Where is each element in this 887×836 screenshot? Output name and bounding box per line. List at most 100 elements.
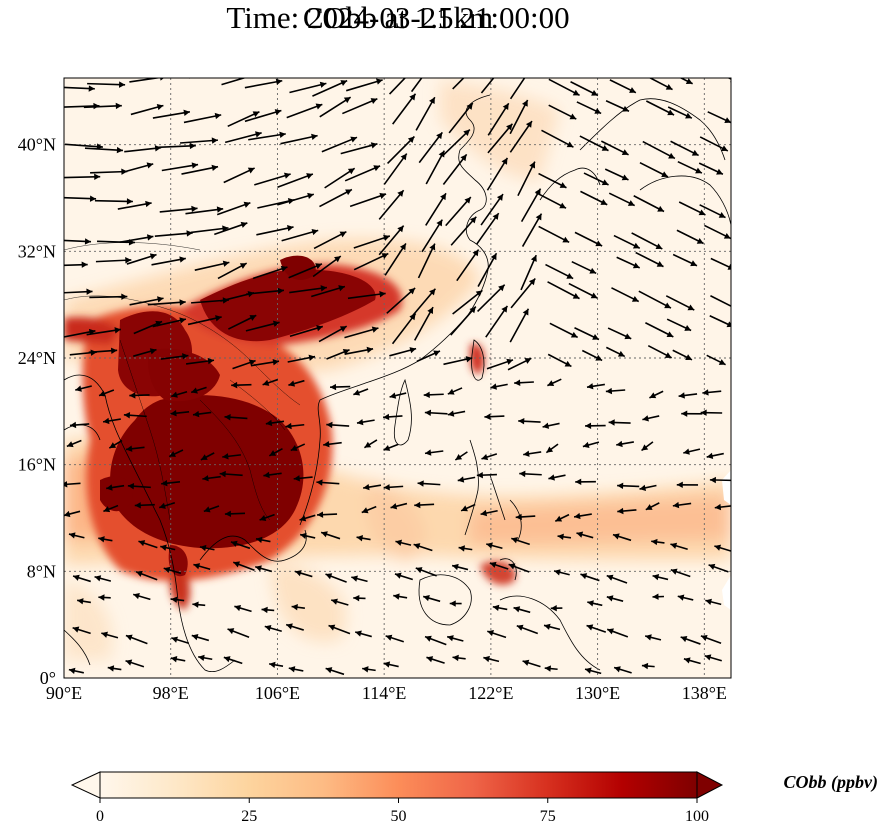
wind-arrow bbox=[487, 630, 507, 639]
wind-arrow bbox=[170, 656, 186, 663]
wind-arrow bbox=[576, 101, 602, 115]
wind-arrow bbox=[489, 561, 509, 570]
wind-arrow bbox=[133, 320, 163, 335]
wind-arrow bbox=[670, 140, 699, 157]
wind-arrow bbox=[94, 575, 112, 582]
wind-arrow bbox=[545, 263, 574, 280]
wind-arrow bbox=[641, 662, 655, 670]
wind-arrow bbox=[187, 315, 222, 326]
wind-arrow bbox=[677, 594, 694, 601]
wind-arrow bbox=[285, 623, 304, 631]
wind-arrow bbox=[64, 261, 88, 268]
lon-tick-label: 114°E bbox=[362, 683, 407, 703]
wind-arrow bbox=[330, 383, 351, 391]
wind-arrow bbox=[285, 422, 305, 430]
wind-arrow bbox=[683, 657, 701, 665]
wind-arrow bbox=[393, 593, 408, 600]
wind-arrow bbox=[553, 569, 570, 576]
wind-arrow bbox=[600, 140, 629, 156]
wind-arrow bbox=[677, 160, 703, 174]
wind-arrow bbox=[585, 422, 606, 430]
wind-arrow bbox=[710, 295, 731, 308]
wind-arrow bbox=[134, 502, 155, 509]
wind-arrow bbox=[384, 243, 407, 276]
wind-arrow bbox=[64, 238, 92, 245]
wind-arrow bbox=[522, 659, 541, 668]
wind-arrow bbox=[232, 561, 255, 571]
wind-arrow bbox=[454, 451, 468, 461]
wind-arrow bbox=[86, 327, 121, 336]
wind-arrow bbox=[95, 257, 132, 264]
wind-arrow bbox=[328, 624, 351, 635]
wind-arrow bbox=[547, 281, 580, 300]
wind-arrow bbox=[672, 253, 698, 267]
wind-arrow bbox=[451, 563, 469, 571]
wind-arrow bbox=[170, 410, 190, 417]
wind-arrow bbox=[450, 306, 477, 336]
wind-arrow bbox=[542, 422, 560, 429]
wind-arrow bbox=[394, 572, 413, 581]
wind-arrow bbox=[581, 349, 603, 362]
wind-arrow bbox=[611, 287, 640, 303]
wind-arrow bbox=[154, 230, 193, 237]
wind-arrow bbox=[709, 476, 731, 484]
wind-arrow bbox=[230, 540, 251, 550]
wind-arrow bbox=[386, 135, 415, 164]
wind-arrow bbox=[192, 410, 212, 418]
wind-arrow bbox=[277, 192, 315, 206]
wind-arrow bbox=[706, 452, 724, 459]
wind-arrow bbox=[582, 441, 600, 449]
wind-arrow bbox=[98, 594, 111, 601]
wind-arrow bbox=[605, 346, 626, 358]
wind-arrow bbox=[223, 167, 255, 184]
wind-arrow bbox=[378, 225, 405, 256]
wind-arrow bbox=[418, 131, 443, 164]
wind-arrow bbox=[185, 357, 215, 365]
wind-arrow bbox=[616, 440, 634, 448]
wind-arrow bbox=[202, 475, 221, 482]
wind-arrow bbox=[676, 481, 699, 489]
wind-arrow bbox=[248, 131, 286, 141]
wind-arrow bbox=[645, 502, 660, 511]
wind-arrow bbox=[383, 153, 408, 185]
wind-arrow bbox=[347, 291, 386, 300]
wind-arrow bbox=[72, 626, 91, 635]
wind-arrow bbox=[252, 265, 288, 280]
wind-arrow bbox=[480, 193, 504, 226]
wind-arrow bbox=[319, 188, 353, 208]
wind-arrow bbox=[190, 386, 207, 394]
wind-arrow bbox=[612, 533, 632, 542]
wind-arrow bbox=[452, 289, 483, 315]
wind-arrow bbox=[511, 537, 530, 546]
lat-tick-label: 40°N bbox=[18, 135, 56, 155]
wind-arrow bbox=[320, 531, 341, 540]
wind-arrow bbox=[486, 358, 514, 370]
wind-arrow bbox=[586, 624, 607, 633]
wind-arrow bbox=[326, 421, 350, 429]
wind-arrow bbox=[445, 196, 472, 227]
wind-arrow bbox=[234, 604, 252, 613]
wind-arrow bbox=[447, 387, 463, 395]
colorbar-tick-label: 100 bbox=[685, 808, 709, 825]
wind-arrow bbox=[679, 78, 693, 85]
wind-arrow bbox=[223, 656, 243, 665]
wind-arrow bbox=[700, 409, 723, 416]
wind-arrow bbox=[683, 448, 701, 455]
wind-arrow bbox=[714, 503, 731, 511]
wind-arrow bbox=[413, 543, 433, 552]
wind-arrow bbox=[606, 628, 629, 638]
wind-arrow bbox=[538, 172, 567, 189]
wind-arrow bbox=[635, 251, 664, 268]
wind-arrow bbox=[449, 600, 462, 607]
wind-arrow bbox=[486, 157, 509, 191]
colorbar-ticks: 0 25 50 75 100 bbox=[96, 798, 709, 825]
wind-arrow bbox=[246, 287, 285, 295]
wind-arrow bbox=[349, 192, 387, 208]
wind-arrow bbox=[422, 595, 441, 603]
colorbar-body bbox=[99, 771, 698, 799]
wind-arrow bbox=[356, 535, 371, 542]
wind-arrow bbox=[64, 510, 81, 518]
wind-arrow bbox=[388, 78, 407, 95]
wind-arrow bbox=[548, 78, 580, 97]
wind-arrow bbox=[519, 470, 542, 478]
